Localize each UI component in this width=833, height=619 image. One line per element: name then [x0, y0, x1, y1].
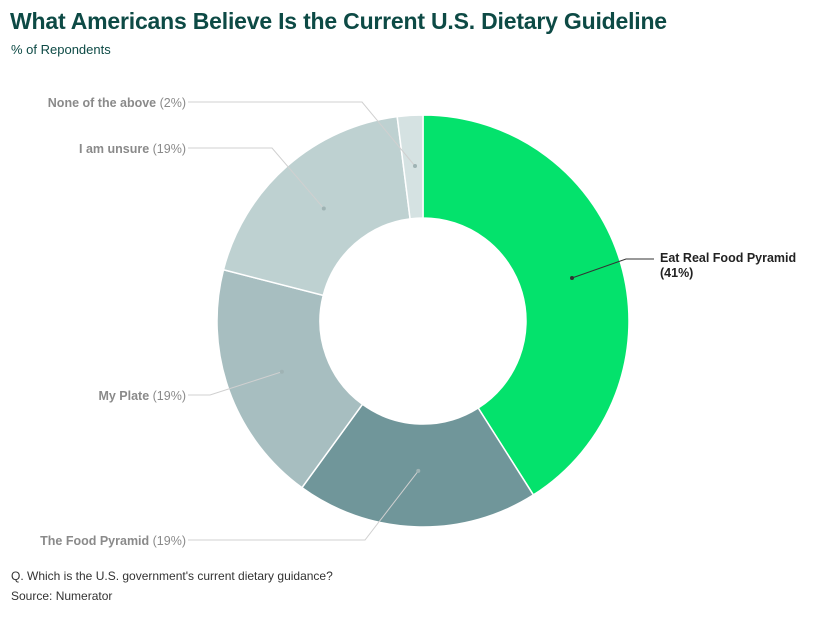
slice-the-food-pyramid: [300, 403, 535, 528]
label-name: My Plate: [98, 389, 149, 403]
label-percent: (19%): [149, 142, 186, 156]
leader-dot-i-am-unsure: [321, 206, 326, 211]
leader-dot-eat-real-food-pyramid: [570, 276, 574, 280]
leader-line-the-food-pyramid: [188, 470, 419, 541]
label-none-of-the-above: None of the above (2%): [48, 96, 186, 110]
label-percent: (41%): [660, 266, 693, 280]
label-percent: (19%): [149, 534, 186, 548]
chart-subtitle: % of Repondents: [11, 42, 111, 57]
slice-my-plate: [216, 268, 364, 489]
label-eat-real-food-pyramid: Eat Real Food Pyramid (41%): [660, 251, 796, 280]
label-name: I am unsure: [79, 142, 149, 156]
leader-line-i-am-unsure: [188, 147, 325, 209]
leader-lines-group: [188, 101, 654, 541]
chart-title: What Americans Believe Is the Current U.…: [10, 8, 667, 34]
label-i-am-unsure: I am unsure (19%): [79, 142, 186, 156]
leader-dot-none-of-the-above: [413, 164, 417, 168]
label-percent: (2%): [156, 96, 186, 110]
leader-dot-my-plate: [279, 369, 284, 374]
leader-dot-the-food-pyramid: [416, 468, 421, 473]
source-footnote: Source: Numerator: [11, 589, 113, 603]
leader-line-my-plate: [188, 371, 283, 396]
slice-i-am-unsure: [222, 115, 411, 297]
donut-chart: Eat Real Food Pyramid (41%) The Food Pyram…: [40, 96, 796, 548]
slice-none-of-the-above: [396, 114, 424, 220]
leader-line-none-of-the-above: [188, 101, 416, 167]
label-my-plate: My Plate (19%): [98, 389, 186, 403]
label-percent: (19%): [149, 389, 186, 403]
label-name: Eat Real Food Pyramid: [660, 251, 796, 265]
label-name: The Food Pyramid: [40, 534, 149, 548]
label-the-food-pyramid: The Food Pyramid (19%): [40, 534, 186, 548]
label-name: None of the above: [48, 96, 156, 110]
slice-eat-real-food-pyramid: [422, 114, 630, 496]
slices-group: [216, 114, 630, 528]
question-footnote: Q. Which is the U.S. government's curren…: [11, 569, 333, 583]
labels-group: Eat Real Food Pyramid (41%) The Food Pyram…: [40, 96, 796, 548]
leader-line-eat-real-food-pyramid: [571, 258, 654, 279]
